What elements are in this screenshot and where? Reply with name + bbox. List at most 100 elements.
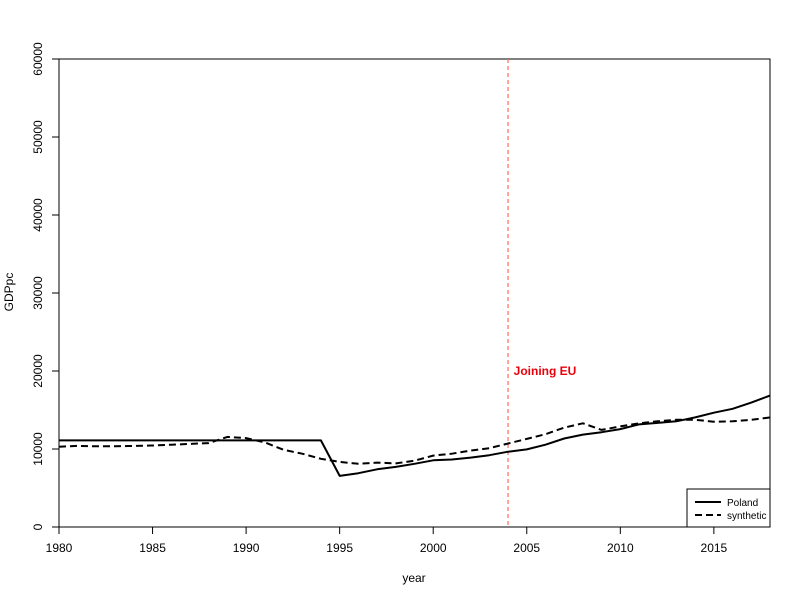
- data-point-poland: [582, 434, 584, 436]
- data-point-synthetic: [95, 445, 97, 447]
- data-point-synthetic: [657, 420, 659, 422]
- data-point-poland: [432, 459, 434, 461]
- data-point-synthetic: [488, 447, 490, 449]
- x-tick-label: 1990: [233, 541, 260, 555]
- data-point-poland: [133, 439, 135, 441]
- data-point-synthetic: [133, 445, 135, 447]
- x-axis-title: year: [402, 571, 425, 585]
- data-point-synthetic: [619, 425, 621, 427]
- data-point-synthetic: [563, 427, 565, 429]
- data-point-synthetic: [208, 442, 210, 444]
- data-point-synthetic: [301, 453, 303, 455]
- data-point-synthetic: [769, 416, 771, 418]
- data-point-synthetic: [226, 436, 228, 438]
- y-tick-label: 20000: [31, 354, 45, 388]
- legend-label: Poland: [727, 498, 758, 509]
- data-point-poland: [152, 439, 154, 441]
- data-point-synthetic: [357, 463, 359, 465]
- data-point-synthetic: [320, 458, 322, 460]
- data-point-poland: [470, 457, 472, 459]
- data-point-poland: [414, 463, 416, 465]
- y-axis-title: GDPpc: [2, 273, 16, 312]
- data-point-synthetic: [264, 441, 266, 443]
- y-tick-label: 10000: [31, 432, 45, 466]
- x-tick-label: 2015: [701, 541, 728, 555]
- data-point-synthetic: [395, 462, 397, 464]
- data-point-synthetic: [152, 444, 154, 446]
- data-point-poland: [339, 475, 341, 477]
- x-tick-label: 1980: [46, 541, 73, 555]
- data-point-poland: [357, 472, 359, 474]
- data-point-synthetic: [582, 422, 584, 424]
- data-point-synthetic: [339, 461, 341, 463]
- data-point-poland: [451, 459, 453, 461]
- legend: Poland synthetic: [686, 488, 771, 528]
- y-tick-label: 60000: [31, 42, 45, 76]
- data-point-poland: [507, 451, 509, 453]
- data-point-poland: [732, 408, 734, 410]
- x-tick-label: 1985: [139, 541, 166, 555]
- y-tick-label: 50000: [31, 120, 45, 154]
- data-point-synthetic: [432, 455, 434, 457]
- data-point-poland: [301, 439, 303, 441]
- data-point-synthetic: [114, 445, 116, 447]
- data-point-poland: [619, 428, 621, 430]
- x-axis: 1980 1985 1990 1995 2000 2005 2010 2015: [46, 527, 728, 555]
- y-tick-label: 0: [31, 523, 45, 530]
- data-point-poland: [526, 448, 528, 450]
- series-line-poland: [59, 394, 771, 477]
- data-point-synthetic: [507, 443, 509, 445]
- data-point-poland: [563, 437, 565, 439]
- data-point-poland: [750, 402, 752, 404]
- x-tick-label: 2010: [607, 541, 634, 555]
- y-axis: 0 10000 20000 30000 40000 50000 60000: [31, 42, 59, 530]
- plot-box: [58, 58, 771, 528]
- x-tick-label: 2000: [420, 541, 447, 555]
- data-point-poland: [320, 439, 322, 441]
- data-point-poland: [189, 439, 191, 441]
- data-point-poland: [77, 439, 79, 441]
- data-point-poland: [114, 439, 116, 441]
- data-point-synthetic: [675, 419, 677, 421]
- data-point-poland: [713, 412, 715, 414]
- legend-box: [686, 488, 771, 528]
- data-point-poland: [208, 439, 210, 441]
- data-point-poland: [226, 439, 228, 441]
- eu-join-label: Joining EU: [514, 364, 577, 378]
- legend-label: synthetic: [727, 511, 766, 522]
- data-point-poland: [601, 431, 603, 433]
- data-point-poland: [376, 468, 378, 470]
- data-point-synthetic: [77, 445, 79, 447]
- data-point-synthetic: [245, 437, 247, 439]
- data-point-synthetic: [170, 444, 172, 446]
- data-point-poland: [769, 395, 771, 397]
- data-point-poland: [283, 439, 285, 441]
- data-point-synthetic: [376, 462, 378, 464]
- data-point-poland: [58, 439, 60, 441]
- y-tick-label: 40000: [31, 198, 45, 232]
- data-point-synthetic: [638, 422, 640, 424]
- data-point-synthetic: [694, 419, 696, 421]
- data-point-synthetic: [601, 429, 603, 431]
- data-point-synthetic: [713, 421, 715, 423]
- data-point-synthetic: [526, 438, 528, 440]
- annotation-layer: Joining EU: [507, 59, 577, 527]
- data-point-poland: [488, 454, 490, 456]
- data-point-synthetic: [732, 420, 734, 422]
- data-point-poland: [395, 466, 397, 468]
- data-point-synthetic: [451, 453, 453, 455]
- data-point-poland: [264, 439, 266, 441]
- data-point-synthetic: [189, 443, 191, 445]
- x-tick-label: 1995: [326, 541, 353, 555]
- data-point-synthetic: [544, 433, 546, 435]
- data-point-synthetic: [470, 450, 472, 452]
- data-point-synthetic: [414, 460, 416, 462]
- data-point-poland: [245, 439, 247, 441]
- y-tick-label: 30000: [31, 276, 45, 310]
- data-point-poland: [170, 439, 172, 441]
- data-point-poland: [694, 416, 696, 418]
- series-layer: [58, 394, 771, 477]
- plot-frame: [58, 58, 771, 528]
- data-point-synthetic: [750, 419, 752, 421]
